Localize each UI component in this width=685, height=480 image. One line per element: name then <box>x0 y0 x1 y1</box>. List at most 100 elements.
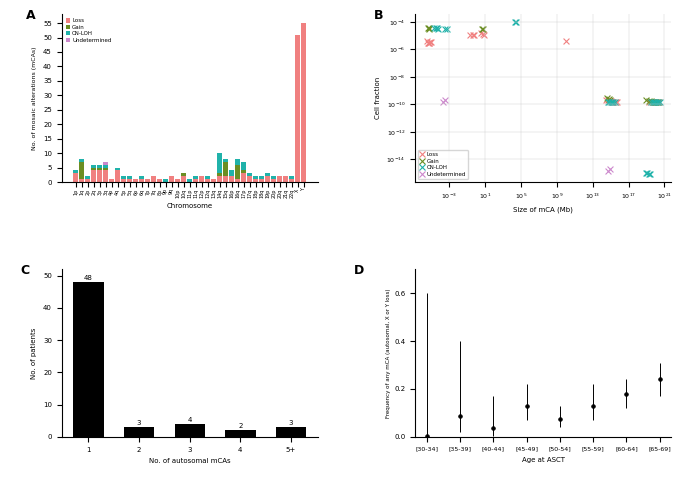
Point <box>651 98 662 106</box>
Bar <box>97 168 102 170</box>
Text: 2: 2 <box>238 423 242 429</box>
Bar <box>103 168 108 170</box>
Text: D: D <box>353 264 364 277</box>
Bar <box>182 173 186 176</box>
Point <box>438 98 449 106</box>
Point <box>509 18 520 26</box>
Bar <box>193 179 198 182</box>
Bar <box>86 176 90 179</box>
Bar <box>187 179 192 182</box>
Bar <box>182 176 186 182</box>
Text: 4: 4 <box>188 417 192 422</box>
Bar <box>115 170 120 182</box>
Point <box>603 97 614 105</box>
Bar <box>97 170 102 182</box>
Bar <box>73 282 103 437</box>
Bar <box>229 176 234 182</box>
Legend: Loss, Gain, CN-LOH, Undetermined: Loss, Gain, CN-LOH, Undetermined <box>64 17 113 44</box>
Point <box>432 25 443 33</box>
Bar <box>124 427 154 437</box>
Point <box>647 98 658 106</box>
Point <box>603 95 614 103</box>
Bar <box>91 170 96 182</box>
Bar <box>271 176 276 179</box>
Bar <box>217 153 222 173</box>
Point <box>441 25 452 33</box>
Point <box>641 96 652 104</box>
Point <box>476 25 487 33</box>
Point <box>610 98 621 106</box>
Y-axis label: No. of mosaic alterations (mCAs): No. of mosaic alterations (mCAs) <box>32 47 38 150</box>
Bar <box>199 176 204 182</box>
Point <box>650 98 661 106</box>
Point <box>607 98 618 106</box>
Bar <box>97 165 102 168</box>
Bar <box>253 176 258 179</box>
Point <box>423 39 434 47</box>
Bar <box>247 176 252 182</box>
Bar <box>145 179 150 182</box>
Bar <box>295 35 300 182</box>
Point <box>647 98 658 106</box>
Point <box>645 98 656 106</box>
Bar <box>241 173 246 182</box>
Point <box>644 98 655 106</box>
Bar <box>169 176 174 182</box>
Point <box>650 98 661 106</box>
Bar <box>175 424 205 437</box>
Bar <box>139 176 144 179</box>
Point <box>644 97 655 105</box>
Bar <box>223 162 228 176</box>
Point <box>602 167 613 175</box>
Point <box>429 24 440 32</box>
Bar <box>271 179 276 182</box>
Bar <box>127 176 132 179</box>
Bar <box>134 179 138 182</box>
Bar <box>241 162 246 170</box>
Bar <box>217 173 222 176</box>
Bar <box>121 176 126 179</box>
Point <box>608 98 619 106</box>
Point <box>425 38 436 46</box>
Bar <box>91 165 96 168</box>
Bar <box>103 162 108 165</box>
Point <box>605 97 616 105</box>
Point <box>645 170 656 178</box>
Bar <box>158 179 162 182</box>
Bar <box>163 179 168 182</box>
Point <box>603 98 614 106</box>
Point <box>477 25 488 33</box>
Bar <box>151 176 156 182</box>
Point <box>654 98 665 106</box>
Bar <box>253 179 258 182</box>
Point <box>605 98 616 106</box>
Point <box>605 96 616 104</box>
Bar <box>217 176 222 182</box>
Point <box>423 24 434 32</box>
Point <box>612 98 623 106</box>
Bar <box>79 179 84 182</box>
Point <box>432 24 443 32</box>
Point <box>511 18 522 26</box>
Point <box>642 169 653 177</box>
Bar <box>175 179 180 182</box>
Bar <box>212 179 216 182</box>
Text: A: A <box>26 10 36 23</box>
Bar <box>110 179 114 182</box>
Text: C: C <box>21 264 29 277</box>
Point <box>645 97 656 105</box>
Point <box>645 98 656 106</box>
Bar <box>73 170 78 173</box>
Point <box>602 96 613 104</box>
Point <box>601 96 612 104</box>
Bar <box>247 173 252 176</box>
Bar <box>206 179 210 182</box>
Bar <box>236 165 240 179</box>
Point <box>651 98 662 106</box>
Point <box>469 31 479 39</box>
Bar <box>103 165 108 168</box>
Bar <box>79 162 84 179</box>
Point <box>439 96 450 104</box>
Bar <box>206 176 210 179</box>
Point <box>464 31 475 38</box>
